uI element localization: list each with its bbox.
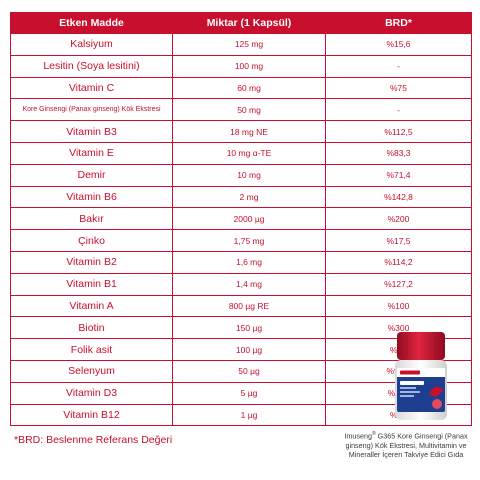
ingredient-name: Vitamin E bbox=[10, 141, 173, 165]
product-caption: Imuseng® G365 Kore Ginsengi (Panax ginse… bbox=[336, 430, 476, 460]
ingredient-amount: 2000 µg bbox=[172, 207, 326, 231]
ingredient-amount: 18 mg NE bbox=[172, 120, 326, 143]
caption-description: G365 Kore Ginsengi (Panax ginseng) Kök E… bbox=[345, 431, 468, 460]
table-row: Vitamin C 60 mg %75 bbox=[10, 76, 472, 100]
ingredient-name: Vitamin B3 bbox=[10, 120, 173, 143]
table-row: Demir 10 mg %71,4 bbox=[10, 163, 472, 187]
ingredient-brd: - bbox=[325, 98, 472, 122]
ingredient-amount: 10 mg α-TE bbox=[172, 141, 326, 165]
ingredient-brd: %15,6 bbox=[325, 33, 472, 56]
ingredient-name: Vitamin D3 bbox=[10, 381, 173, 405]
ingredient-amount: 125 mg bbox=[172, 33, 326, 56]
ingredient-name: Folik asit bbox=[10, 338, 173, 361]
table-row: Çinko 1,75 mg %17,5 bbox=[10, 229, 472, 252]
ingredient-name: Lesitin (Soya lesitini) bbox=[10, 54, 173, 78]
registered-mark: ® bbox=[371, 431, 376, 437]
ingredient-amount: 2 mg bbox=[172, 185, 326, 209]
ingredient-brd: %75 bbox=[325, 76, 472, 100]
ingredient-name: Vitamin B1 bbox=[10, 272, 173, 296]
ingredient-name: Bakır bbox=[10, 207, 173, 231]
ingredient-name: Vitamin C bbox=[10, 76, 173, 100]
caption-brand: Imuseng bbox=[344, 431, 372, 441]
ingredient-name: Kore Ginsengi (Panax ginseng) Kök Ekstre… bbox=[10, 98, 173, 122]
ingredient-amount: 10 mg bbox=[172, 163, 326, 187]
ingredient-brd: - bbox=[325, 54, 472, 78]
ingredient-amount: 5 µg bbox=[172, 381, 326, 405]
header-amount: Miktar (1 Kapsül) bbox=[172, 12, 326, 34]
table-row: Lesitin (Soya lesitini) 100 mg - bbox=[10, 54, 472, 78]
ingredient-name: Selenyum bbox=[10, 359, 173, 383]
ingredient-brd: %17,5 bbox=[325, 229, 472, 252]
table-row: Vitamin B6 2 mg %142,8 bbox=[10, 185, 472, 209]
product-bottle-image bbox=[395, 332, 447, 420]
ingredient-amount: 50 mg bbox=[172, 98, 326, 122]
table-row: Kore Ginsengi (Panax ginseng) Kök Ekstre… bbox=[10, 98, 472, 122]
ingredient-brd: %142,8 bbox=[325, 185, 472, 209]
table-row: Vitamin E 10 mg α-TE %83,3 bbox=[10, 141, 472, 165]
table-row: Kalsiyum 125 mg %15,6 bbox=[10, 33, 472, 56]
ingredient-amount: 50 µg bbox=[172, 359, 326, 383]
brd-footnote: *BRD: Beslenme Referans Değeri bbox=[14, 434, 173, 446]
ingredient-amount: 100 µg bbox=[172, 338, 326, 361]
ingredient-name: Vitamin B12 bbox=[10, 403, 173, 427]
table-row: Vitamin A 800 µg RE %100 bbox=[10, 294, 472, 318]
ingredient-name: Vitamin B6 bbox=[10, 185, 173, 209]
header-ingredient: Etken Madde bbox=[10, 12, 173, 34]
ingredient-brd: %200 bbox=[325, 207, 472, 231]
ingredient-name: Kalsiyum bbox=[10, 33, 173, 56]
ingredient-amount: 1,6 mg bbox=[172, 250, 326, 274]
ingredient-name: Demir bbox=[10, 163, 173, 187]
table-row: Vitamin B2 1,6 mg %114,2 bbox=[10, 250, 472, 274]
ingredient-brd: %83,3 bbox=[325, 141, 472, 165]
ingredient-brd: %114,2 bbox=[325, 250, 472, 274]
table-row: Bakır 2000 µg %200 bbox=[10, 207, 472, 231]
ingredient-amount: 60 mg bbox=[172, 76, 326, 100]
ingredient-amount: 1,75 mg bbox=[172, 229, 326, 252]
table-row: Vitamin B1 1,4 mg %127,2 bbox=[10, 272, 472, 296]
ingredient-brd: %100 bbox=[325, 294, 472, 318]
header-brd: BRD* bbox=[325, 12, 472, 34]
ingredient-amount: 1,4 mg bbox=[172, 272, 326, 296]
ingredient-name: Biotin bbox=[10, 316, 173, 340]
ingredient-name: Vitamin A bbox=[10, 294, 173, 318]
table-row: Vitamin B3 18 mg NE %112,5 bbox=[10, 120, 472, 143]
ingredient-amount: 800 µg RE bbox=[172, 294, 326, 318]
ingredient-name: Çinko bbox=[10, 229, 173, 252]
table-row: Biotin 150 µg %300 bbox=[10, 316, 472, 340]
ingredient-amount: 1 µg bbox=[172, 403, 326, 427]
ingredient-brd: %71,4 bbox=[325, 163, 472, 187]
ingredient-brd: %127,2 bbox=[325, 272, 472, 296]
ingredient-brd: %112,5 bbox=[325, 120, 472, 143]
ingredient-name: Vitamin B2 bbox=[10, 250, 173, 274]
ingredient-amount: 100 mg bbox=[172, 54, 326, 78]
table-header-row: Etken Madde Miktar (1 Kapsül) BRD* bbox=[10, 12, 472, 34]
ingredient-amount: 150 µg bbox=[172, 316, 326, 340]
